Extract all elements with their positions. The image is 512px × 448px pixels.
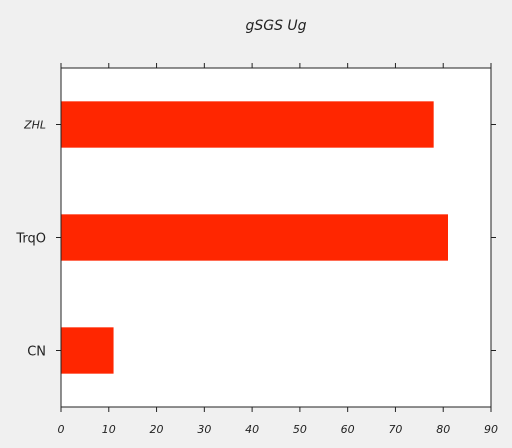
x-tick-label: 40 bbox=[245, 423, 259, 436]
category-label-trqo: TrqO bbox=[15, 232, 46, 247]
bar-cn bbox=[61, 327, 114, 374]
bar-zhl bbox=[61, 101, 434, 148]
bar-trqo bbox=[61, 214, 448, 261]
x-tick-label: 80 bbox=[436, 423, 450, 436]
category-label-zhl: ZHL bbox=[23, 119, 46, 132]
x-axis: 0 10 20 30 40 50 60 70 80 90 bbox=[58, 63, 498, 436]
x-tick-label: 10 bbox=[102, 423, 116, 436]
x-tick-label: 30 bbox=[197, 423, 211, 436]
x-tick-label: 20 bbox=[150, 423, 164, 436]
x-tick-label: 60 bbox=[341, 423, 355, 436]
x-tick-label: 50 bbox=[293, 423, 307, 436]
x-tick-label: 90 bbox=[484, 423, 498, 436]
category-label-cn: CN bbox=[27, 345, 46, 360]
x-tick-label: 0 bbox=[58, 423, 65, 436]
chart-title: gSGS Ug bbox=[245, 18, 306, 34]
y-axis: ZHL TrqO CN bbox=[15, 119, 496, 360]
x-tick-label: 70 bbox=[388, 423, 402, 436]
